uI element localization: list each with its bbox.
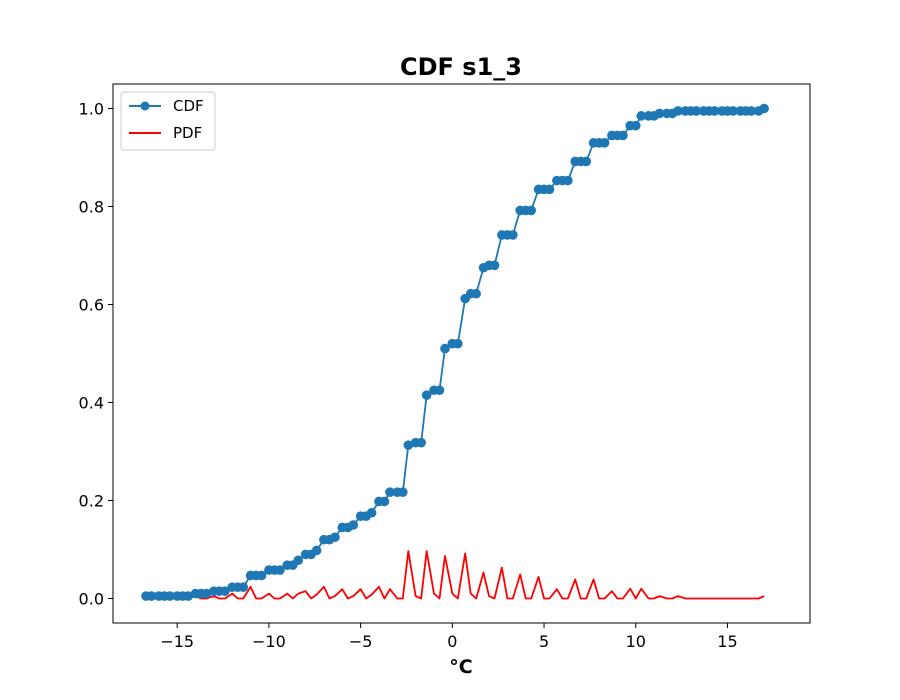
x-tick-label: 5 bbox=[539, 632, 549, 651]
y-tick-label: 0.6 bbox=[79, 296, 104, 315]
cdf-point bbox=[453, 338, 463, 349]
cdf-point bbox=[599, 138, 610, 148]
legend-cdf-label: CDF bbox=[173, 97, 204, 115]
x-tick-label: 15 bbox=[717, 632, 737, 651]
cdf-point bbox=[421, 390, 432, 400]
legend: CDF PDF bbox=[120, 91, 216, 151]
cdf-point bbox=[673, 106, 683, 116]
x-tick-label: −15 bbox=[160, 632, 194, 651]
cdf-point bbox=[526, 205, 536, 216]
cdf-point bbox=[220, 586, 230, 596]
cdf-point bbox=[471, 288, 481, 299]
x-axis: −15 −10 −5 0 5 10 15 bbox=[160, 623, 738, 651]
cdf-point bbox=[238, 582, 249, 593]
cdf-point bbox=[759, 103, 769, 114]
y-tick-label: 0.0 bbox=[79, 590, 104, 609]
x-axis-label: °C bbox=[449, 656, 472, 678]
cdf-point bbox=[379, 496, 390, 507]
cdf-point bbox=[563, 175, 573, 186]
cdf-point bbox=[440, 343, 450, 354]
cdf-point bbox=[728, 106, 738, 116]
cdf-point bbox=[544, 184, 555, 195]
cdf-point bbox=[709, 106, 720, 116]
cdf-point bbox=[385, 487, 395, 497]
cdf-point bbox=[636, 111, 647, 121]
cdf-point bbox=[416, 437, 426, 448]
cdf-point bbox=[311, 545, 322, 556]
x-tick-label: 10 bbox=[626, 632, 646, 651]
y-tick-label: 0.4 bbox=[79, 394, 104, 413]
y-axis: 0.0 0.2 0.4 0.6 0.8 1.0 bbox=[79, 100, 113, 609]
cdf-point bbox=[630, 120, 641, 131]
cdf-point bbox=[366, 507, 377, 518]
x-tick-label: 0 bbox=[447, 632, 457, 651]
chart-title: CDF s1_3 bbox=[400, 53, 522, 81]
cdf-point bbox=[293, 555, 304, 566]
cdf-point bbox=[146, 591, 157, 601]
y-tick-label: 0.8 bbox=[79, 198, 104, 217]
y-tick-label: 0.2 bbox=[79, 492, 104, 511]
cdf-point bbox=[398, 487, 408, 497]
cdf-point bbox=[275, 565, 285, 575]
cdf-point bbox=[330, 532, 340, 543]
cdf-point bbox=[348, 520, 359, 530]
cdf-point bbox=[654, 108, 665, 119]
cdf-point bbox=[489, 260, 500, 271]
cdf-point bbox=[256, 570, 267, 581]
cdf-point bbox=[434, 385, 445, 396]
cdf-point bbox=[201, 588, 212, 599]
x-tick-label: −10 bbox=[252, 632, 286, 651]
cdf-point bbox=[746, 106, 757, 116]
cdf-point bbox=[691, 106, 702, 116]
pdf-series-line bbox=[145, 550, 765, 600]
cdf-point bbox=[403, 440, 414, 450]
axes-frame bbox=[112, 83, 811, 624]
cdf-point bbox=[165, 591, 175, 601]
legend-pdf-label: PDF bbox=[173, 124, 202, 142]
cdf-point bbox=[183, 591, 193, 601]
cdf-point bbox=[618, 130, 628, 141]
cdf-point bbox=[581, 156, 592, 167]
cdf-point bbox=[508, 230, 518, 240]
x-tick-label: −5 bbox=[349, 632, 373, 651]
plot-area bbox=[141, 103, 769, 601]
y-tick-label: 1.0 bbox=[79, 100, 104, 119]
legend-cdf-marker bbox=[140, 101, 150, 111]
